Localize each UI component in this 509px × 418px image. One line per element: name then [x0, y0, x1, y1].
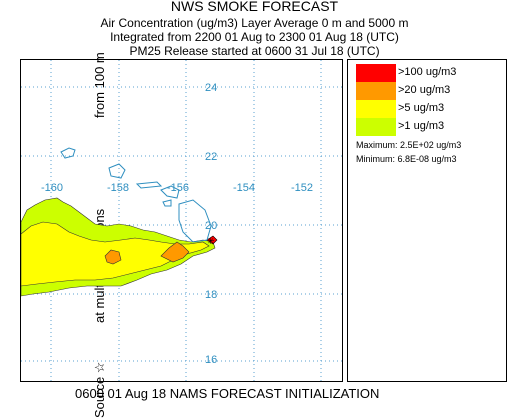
lon-label-156: -156	[167, 182, 189, 194]
maui-island	[160, 185, 180, 199]
hawaii-island	[178, 199, 212, 243]
legend-item-gt1: >1 ug/m3	[356, 118, 506, 136]
lon-label-160: -160	[41, 182, 63, 194]
legend-label: >1 ug/m3	[398, 120, 445, 132]
lat-labels: 24 22 20 18 16	[205, 82, 217, 366]
oahu-island	[108, 163, 126, 179]
plume-gt20-b	[104, 249, 122, 265]
plume-gt20	[160, 241, 190, 263]
legend-item-gt100: >100 ug/m3	[356, 64, 506, 82]
maximum-value: Maximum: 2.5E+02 ug/m3	[356, 140, 462, 150]
legend-label: >20 ug/m3	[398, 84, 451, 96]
minimum-value: Minimum: 6.8E-08 ug/m3	[356, 154, 457, 164]
lat-label-24: 24	[205, 82, 217, 94]
plume-gt100	[206, 235, 218, 245]
legend-item-gt5: >5 ug/m3	[356, 100, 506, 118]
legend-swatch-yellow	[356, 100, 396, 118]
map-canvas: ✳ 24 22 20 18 16 -160 -158 -156 -154 -15…	[21, 60, 342, 381]
coastlines	[60, 147, 212, 243]
smoke-map[interactable]: ✳ 24 22 20 18 16 -160 -158 -156 -154 -15…	[20, 59, 343, 382]
forecast-initialization: 0600 01 Aug 18 NAMS FORECAST INITIALIZAT…	[75, 386, 380, 401]
legend-panel: >100 ug/m3 >20 ug/m3 >5 ug/m3 >1 ug/m3 M…	[347, 59, 507, 382]
kahoolawe-island	[162, 199, 172, 207]
page-title: NWS SMOKE FORECAST	[170, 0, 339, 14]
lat-label-22: 22	[205, 151, 217, 163]
lon-label-158: -158	[107, 182, 129, 194]
lat-label-20: 20	[205, 220, 217, 232]
lon-label-154: -154	[233, 182, 255, 194]
legend-label: >5 ug/m3	[398, 102, 445, 114]
lon-labels: -160 -158 -156 -154 -152	[41, 182, 313, 194]
niihau-kauai-island	[60, 147, 76, 159]
lat-label-16: 16	[205, 354, 217, 366]
lon-label-152: -152	[291, 182, 313, 194]
legend-swatch-red	[356, 64, 396, 82]
subtitle-integration: Integrated from 2200 01 Aug to 2300 01 A…	[110, 30, 399, 44]
legend-item-gt20: >20 ug/m3	[356, 82, 506, 100]
source-star-icon: ✳	[207, 237, 215, 247]
subtitle-release: PM25 Release started at 0600 31 Jul 18 (…	[129, 44, 380, 58]
subtitle-concentration: Air Concentration (ug/m3) Layer Average …	[100, 16, 409, 30]
legend-label: >100 ug/m3	[398, 66, 457, 78]
molokai-island	[135, 181, 163, 189]
legend-swatch-orange	[356, 82, 396, 100]
legend-swatch-lime	[356, 118, 396, 136]
lat-label-18: 18	[205, 289, 217, 301]
